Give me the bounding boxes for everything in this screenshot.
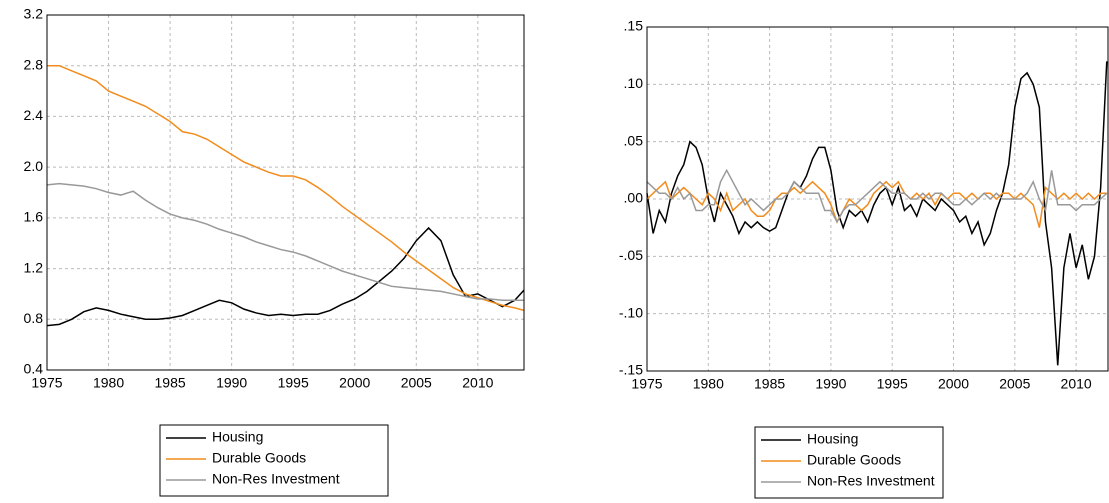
x-tick-label: 1975 bbox=[31, 375, 62, 391]
x-tick-label: 1990 bbox=[216, 375, 247, 391]
y-tick-label: .05 bbox=[624, 132, 644, 148]
y-tick-label: 2.8 bbox=[24, 56, 44, 72]
y-tick-label: -.15 bbox=[619, 362, 643, 378]
y-tick-label: .10 bbox=[624, 75, 644, 91]
x-tick-label: 2000 bbox=[938, 376, 969, 392]
series-line bbox=[46, 182, 524, 302]
series-line bbox=[646, 180, 1107, 228]
legend: Housing Durable Goods Non-Res Investment bbox=[159, 424, 389, 497]
y-tick-label: -.05 bbox=[619, 247, 643, 263]
y-tick-label: -.10 bbox=[619, 304, 643, 320]
y-tick-label: 2.0 bbox=[24, 158, 44, 174]
legend: Housing Durable Goods Non-Res Investment bbox=[754, 426, 944, 499]
legend-label: Housing bbox=[212, 429, 263, 445]
legend-box bbox=[754, 426, 944, 499]
series-line bbox=[646, 61, 1108, 366]
x-tick-label: 1990 bbox=[815, 376, 846, 392]
x-tick-label: 2000 bbox=[339, 375, 370, 391]
x-tick-label: 1975 bbox=[631, 376, 662, 392]
y-tick-label: 1.2 bbox=[24, 259, 44, 275]
plot-frame bbox=[646, 26, 1109, 372]
x-tick-label: 1980 bbox=[693, 376, 724, 392]
series-line bbox=[646, 168, 1108, 224]
legend-label: Housing bbox=[807, 431, 858, 447]
x-tick-label: 2005 bbox=[401, 375, 432, 391]
x-tick-label: 1995 bbox=[877, 376, 908, 392]
legend-box bbox=[159, 424, 389, 497]
x-tick-label: 2005 bbox=[999, 376, 1030, 392]
y-tick-label: 1.6 bbox=[24, 209, 44, 225]
y-tick-label: 0.8 bbox=[24, 310, 44, 326]
legend-label: Non-Res Investment bbox=[212, 471, 340, 487]
x-tick-label: 1995 bbox=[278, 375, 309, 391]
x-tick-label: 1980 bbox=[93, 375, 124, 391]
y-tick-label: 2.4 bbox=[24, 107, 44, 123]
legend-label: Durable Goods bbox=[212, 450, 306, 466]
x-tick-label: 1985 bbox=[155, 375, 186, 391]
x-tick-label: 2010 bbox=[1061, 376, 1092, 392]
y-tick-label: 3.2 bbox=[24, 6, 44, 22]
series-line bbox=[47, 64, 525, 312]
legend-label: Non-Res Investment bbox=[807, 473, 935, 489]
legend-label: Durable Goods bbox=[807, 452, 901, 468]
y-tick-label: .00 bbox=[624, 190, 644, 206]
plot-frame bbox=[46, 14, 525, 371]
y-tick-label: 0.4 bbox=[24, 361, 44, 377]
x-tick-label: 1985 bbox=[754, 376, 785, 392]
y-tick-label: .15 bbox=[624, 18, 644, 34]
x-tick-label: 2010 bbox=[462, 375, 493, 391]
series-line bbox=[46, 226, 525, 327]
